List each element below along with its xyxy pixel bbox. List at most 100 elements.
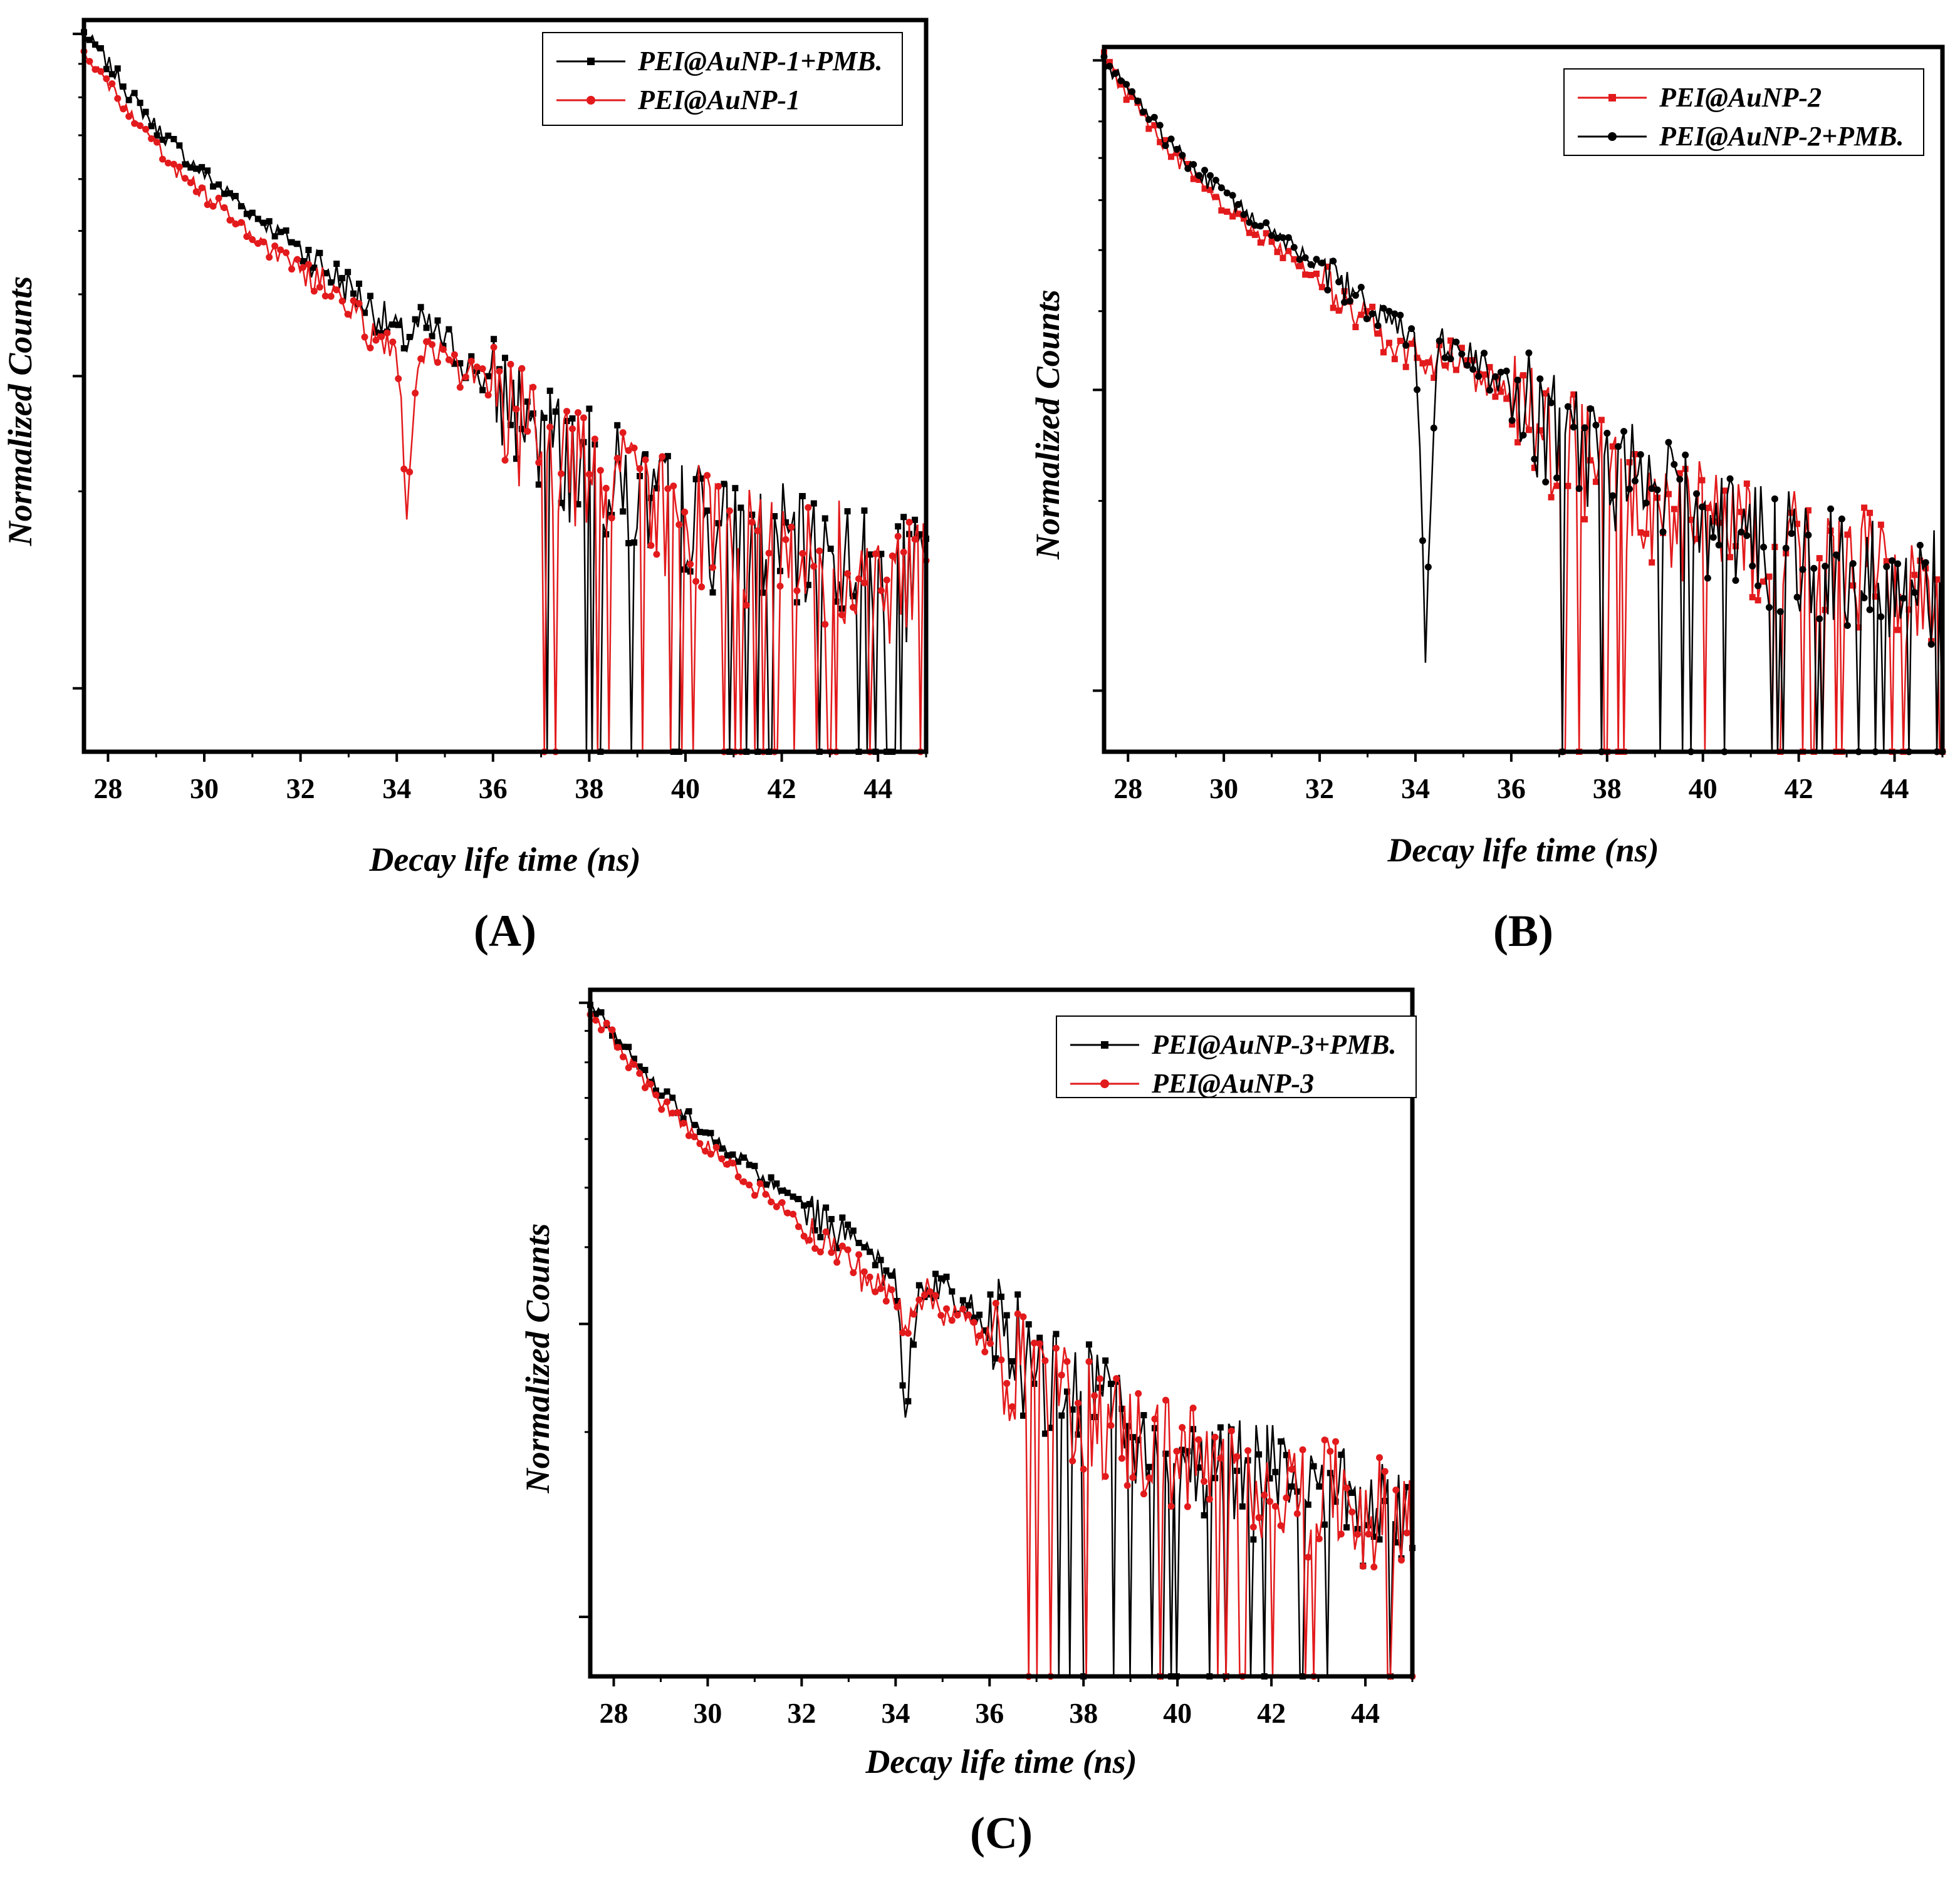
data-point (696, 1140, 704, 1148)
data-point (395, 321, 402, 328)
data-point (680, 1119, 687, 1127)
data-point (406, 468, 414, 475)
data-point (271, 233, 278, 240)
data-point (1063, 1388, 1070, 1395)
data-point (1271, 1503, 1279, 1510)
data-point (243, 210, 250, 217)
data-point (1632, 451, 1639, 458)
data-point (685, 1108, 692, 1115)
data-point (1419, 537, 1426, 544)
data-point (232, 192, 239, 199)
legend-label: PEI@AuNP-1 (637, 85, 800, 115)
data-point (1162, 1396, 1169, 1404)
data-point (1381, 1468, 1389, 1475)
data-point (1195, 1464, 1202, 1471)
data-point (861, 507, 868, 514)
data-point (1019, 1313, 1027, 1321)
data-point (131, 120, 138, 127)
x-tick-label: 44 (1880, 772, 1909, 804)
data-point (1370, 1534, 1377, 1540)
data-point (844, 1246, 852, 1254)
data-point (1704, 504, 1711, 511)
data-point (1704, 574, 1711, 582)
data-point (434, 317, 441, 324)
data-point (541, 414, 548, 421)
data-point (1233, 1453, 1241, 1460)
data-point (362, 309, 368, 316)
data-point (1788, 509, 1795, 516)
legend-marker (1608, 94, 1616, 101)
data-point (456, 383, 464, 391)
data-point (709, 589, 716, 596)
data-point (529, 410, 536, 417)
data-point (1565, 482, 1572, 489)
data-point (1341, 298, 1348, 306)
data-point (948, 1317, 956, 1324)
data-point (1283, 1451, 1290, 1458)
data-point (1156, 122, 1164, 129)
data-point (1294, 1488, 1301, 1495)
data-point (114, 95, 122, 102)
data-point (905, 519, 913, 526)
data-point (762, 1191, 769, 1198)
data-point (1332, 1498, 1339, 1505)
data-point (669, 1109, 676, 1117)
data-point (630, 1061, 638, 1068)
data-point (1274, 234, 1281, 242)
data-point (1341, 288, 1348, 294)
data-point (484, 392, 492, 399)
data-point (784, 1209, 791, 1217)
data-point (768, 1198, 775, 1206)
legend-label: PEI@AuNP-3+PMB. (1151, 1029, 1397, 1060)
legend-box (542, 32, 903, 126)
data-point (1096, 1375, 1103, 1383)
data-point (1145, 116, 1152, 123)
data-point (1313, 270, 1320, 277)
data-point (608, 514, 615, 522)
data-point (729, 1151, 736, 1158)
data-point (406, 333, 413, 340)
data-point (429, 341, 436, 348)
data-point (642, 456, 649, 464)
data-point (855, 1251, 863, 1259)
data-point (709, 564, 717, 571)
chart-panel-a: 28 30 32 34 36 38 40 42 44 Decay life time (ns) No… (1, 18, 930, 956)
data-point (210, 183, 217, 190)
data-point (266, 254, 273, 261)
x-tick-label: 40 (1163, 1697, 1192, 1729)
x-axis-title: Decay life time (ns) (1387, 831, 1659, 869)
data-point (751, 1192, 758, 1199)
data-point (1285, 234, 1292, 241)
data-point (1732, 543, 1739, 549)
data-point (283, 249, 290, 256)
data-point (1850, 582, 1857, 589)
data-point (423, 338, 430, 345)
data-point (872, 550, 879, 558)
data-point (1145, 1474, 1153, 1482)
x-axis-title: Decay life time (ns) (865, 1743, 1137, 1780)
data-point (1414, 355, 1420, 361)
data-point (1609, 492, 1617, 499)
data-point (1715, 541, 1723, 549)
data-point (1525, 349, 1533, 356)
x-tick-label: 36 (975, 1697, 1004, 1729)
data-point (502, 355, 508, 361)
x-tick-label: 30 (693, 1697, 722, 1729)
series-line (83, 51, 927, 753)
data-point (625, 540, 632, 547)
data-point (904, 1329, 912, 1337)
data-point (300, 257, 306, 264)
legend-box (1563, 68, 1924, 156)
data-point (1843, 622, 1851, 630)
data-point (518, 425, 525, 432)
data-point (754, 527, 761, 534)
data-point (310, 288, 318, 295)
data-point (740, 1178, 748, 1185)
data-point (652, 1087, 659, 1094)
data-point (1709, 534, 1717, 541)
data-point (932, 1292, 939, 1299)
data-point (828, 1249, 835, 1256)
data-point (1637, 529, 1644, 536)
data-point (1404, 1483, 1410, 1490)
data-point (97, 45, 104, 52)
